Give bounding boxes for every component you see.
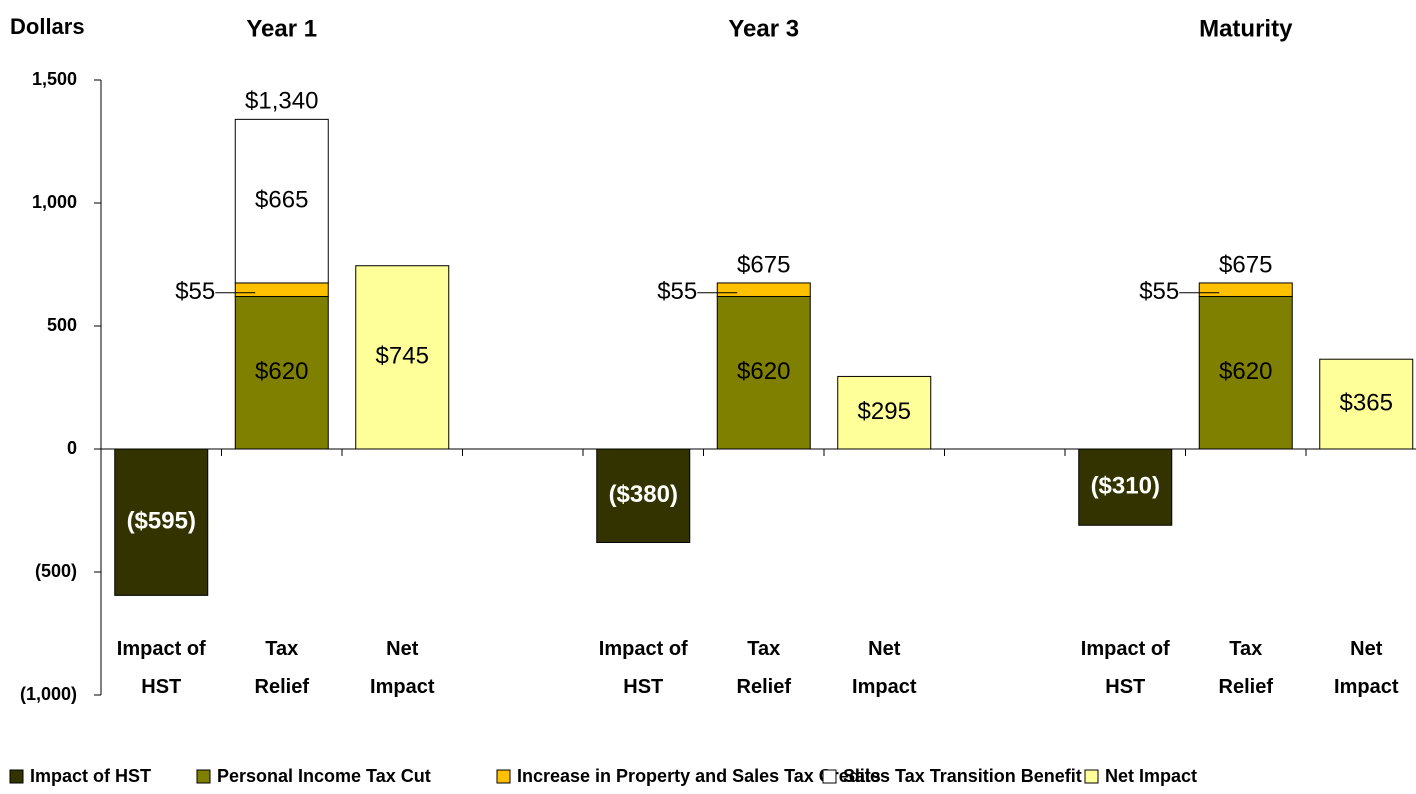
data-label: ($310): [1091, 472, 1160, 499]
data-label: $55: [1139, 278, 1179, 305]
bar: [1198, 295, 1293, 450]
data-label: $365: [1340, 389, 1393, 416]
bar: [355, 265, 450, 450]
legend-swatch: [9, 769, 24, 784]
total-label: $675: [737, 251, 790, 278]
data-label: $665: [255, 186, 308, 213]
x-tick-label: Tax Relief: [255, 638, 310, 698]
legend-label: Increase in Property and Sales Tax Credi…: [517, 766, 881, 786]
data-label: $620: [737, 358, 790, 385]
y-tick-label: 500: [47, 315, 77, 335]
x-tick-label: Impact of HST: [599, 638, 688, 698]
bar: [837, 375, 932, 450]
group-title: Year 1: [246, 15, 317, 42]
y-tick-label: 1,500: [32, 69, 77, 89]
bar: [1319, 358, 1414, 450]
bar: [596, 448, 691, 543]
x-tick-label: Impact of HST: [1081, 638, 1170, 698]
legend-swatch: [822, 769, 837, 784]
x-tick-label: Net Impact: [1334, 638, 1399, 698]
x-tick-label: Impact of HST: [117, 638, 206, 698]
x-tick-label: Tax Relief: [1219, 638, 1274, 698]
data-label: $55: [175, 278, 215, 305]
y-tick-label: 0: [67, 438, 77, 458]
data-label: ($595): [127, 508, 196, 535]
bar: [234, 282, 329, 297]
data-label: $620: [255, 358, 308, 385]
total-label: $1,340: [245, 88, 318, 115]
total-label: $675: [1219, 251, 1272, 278]
y-tick-label: (1,000): [20, 684, 77, 704]
legend-label: Sales Tax Transition Benefit: [843, 766, 1082, 786]
bar: [1198, 282, 1293, 297]
bar: [1078, 448, 1173, 526]
bar: [234, 118, 329, 284]
legend-label: Net Impact: [1105, 766, 1197, 786]
x-tick-label: Tax Relief: [737, 638, 792, 698]
legend-swatch: [496, 769, 511, 784]
data-label: ($380): [609, 481, 678, 508]
bar: [234, 295, 329, 450]
data-label: $620: [1219, 358, 1272, 385]
group-title: Maturity: [1199, 15, 1293, 42]
legend-swatch: [196, 769, 211, 784]
bar: [716, 295, 811, 450]
x-tick-label: Net Impact: [852, 638, 917, 698]
x-tick-label: Net Impact: [370, 638, 435, 698]
legend-swatch: [1084, 769, 1099, 784]
bar: [114, 448, 209, 596]
data-label: $745: [376, 343, 429, 370]
bar: [716, 282, 811, 297]
y-tick-label: 1,000: [32, 192, 77, 212]
data-label: $55: [657, 278, 697, 305]
data-label: $295: [858, 398, 911, 425]
legend-label: Impact of HST: [30, 766, 151, 786]
y-axis-title: Dollars: [10, 14, 85, 39]
y-tick-label: (500): [35, 561, 77, 581]
group-title: Year 3: [728, 15, 799, 42]
legend-label: Personal Income Tax Cut: [217, 766, 431, 786]
